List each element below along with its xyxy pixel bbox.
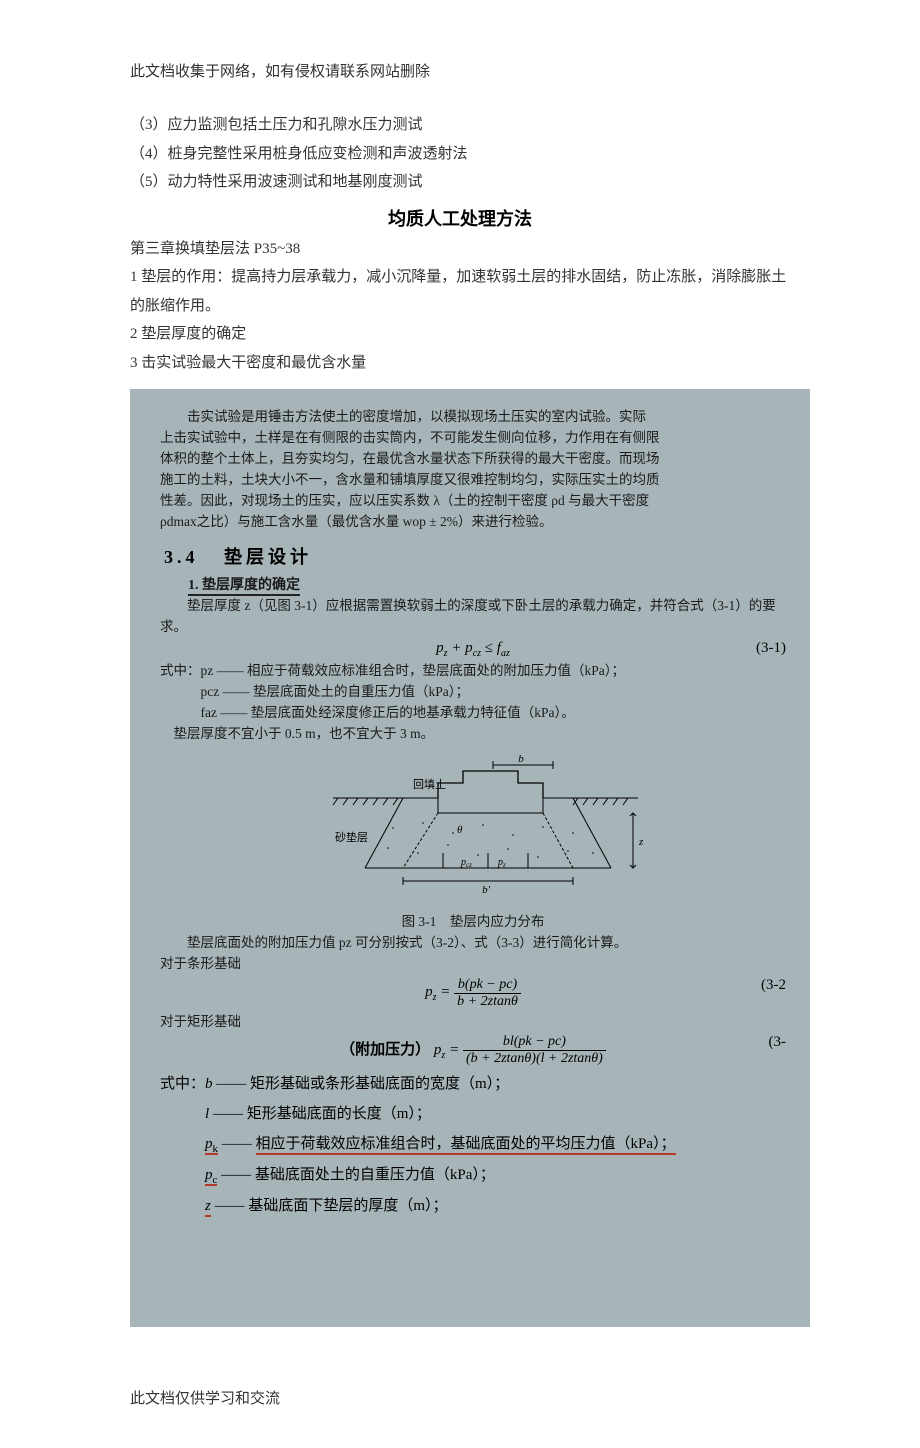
- eq3-number: (3-: [769, 1034, 787, 1051]
- svg-text:pz: pz: [497, 857, 506, 869]
- eq2-denominator: b + 2ztanθ: [454, 994, 521, 1010]
- scan-para1-l2: 上击实试验中，土样是在有侧限的击实筒内，不可能发生侧向位移，力作用在有侧限: [160, 428, 786, 449]
- scan-para1-l5: 性差。因此，对现场土的压实，应以压实系数 λ（土的控制干密度 ρd 与最大干密度: [160, 491, 786, 512]
- heading-text: 垫层设计: [224, 547, 312, 567]
- svg-text:b': b': [482, 884, 491, 896]
- where-1: 式中：pz —— 相应于荷载效应标准组合时，垫层底面处的附加压力值（kPa）；: [160, 661, 786, 682]
- sub1-text: 垫层厚度 z（见图 3-1）应根据需置换软弱土的深度或下卧土层的承载力确定，并符…: [160, 596, 786, 638]
- equation-3-3: （附加压力） pz = bl(pk − pc) (b + 2ztanθ)(l +…: [160, 1034, 786, 1067]
- scan-para2: 垫层底面处的附加压力值 pz 可分别按式（3-2）、式（3-3）进行简化计算。: [160, 933, 786, 954]
- scan-para1-l4: 施工的土料，土块大小不一，含水量和铺填厚度又很难控制均匀，实际压实土的均质: [160, 470, 786, 491]
- symbol-definitions: 式中：b —— 矩形基础或条形基础底面的宽度（m）； l —— 矩形基础底面的长…: [160, 1069, 786, 1221]
- figure-3-1: b: [160, 753, 786, 908]
- svg-text:z: z: [638, 836, 644, 848]
- scanned-textbook-region: 击实试验是用锤击方法使土的密度增加，以模拟现场土压实的室内试验。实际 上击实试验…: [130, 389, 810, 1327]
- fig-label-sand: 砂垫层: [335, 830, 368, 844]
- eq1-body: pz + pcz ≤ faz: [436, 640, 510, 656]
- strip-foundation-label: 对于条形基础: [160, 954, 786, 975]
- figure-caption: 图 3-1 垫层内应力分布: [160, 912, 786, 933]
- equation-3-1: pz + pcz ≤ faz (3-1): [160, 640, 786, 659]
- heading-3-4: 3.4 垫层设计: [164, 543, 786, 569]
- intro-line-5: （5）动力特性采用波速测试和地基刚度测试: [130, 168, 790, 197]
- section-title: 均质人工处理方法: [130, 205, 790, 231]
- point-1: 1 垫层的作用：提高持力层承载力，减小沉降量，加速软弱土层的排水固结，防止冻胀，…: [130, 263, 790, 320]
- header-note: 此文档收集于网络，如有侵权请联系网站删除: [130, 60, 790, 81]
- eq3-denominator: (b + 2ztanθ)(l + 2ztanθ): [463, 1051, 606, 1067]
- where-3: faz —— 垫层底面处经深度修正后的地基承载力特征值（kPa）。: [160, 703, 786, 724]
- eq2-fraction: b(pk − pc) b + 2ztanθ: [454, 977, 521, 1010]
- where-4: 垫层厚度不宜小于 0.5 m，也不宜大于 3 m。: [160, 724, 786, 745]
- equation-3-2: pz = b(pk − pc) b + 2ztanθ (3-2: [160, 977, 786, 1010]
- scan-para1-l1: 击实试验是用锤击方法使土的密度增加，以模拟现场土压实的室内试验。实际: [160, 407, 786, 428]
- subheading-1-text: 1. 垫层厚度的确定: [188, 578, 300, 596]
- eq3-fraction: bl(pk − pc) (b + 2ztanθ)(l + 2ztanθ): [463, 1034, 606, 1067]
- eq2-number: (3-2: [761, 977, 786, 994]
- fig-label-fill: 回填土: [413, 777, 446, 791]
- intro-line-3: （3）应力监测包括土压力和孔隙水压力测试: [130, 111, 790, 140]
- subheading-1: 1. 垫层厚度的确定: [160, 575, 786, 597]
- def-l: l —— 矩形基础底面的长度（m）；: [160, 1099, 786, 1129]
- eq3-numerator: bl(pk − pc): [463, 1034, 606, 1051]
- point-2: 2 垫层厚度的确定: [130, 320, 790, 349]
- document-page: 此文档收集于网络，如有侵权请联系网站删除 （3）应力监测包括土压力和孔隙水压力测…: [0, 0, 920, 1448]
- cushion-diagram-svg: b: [293, 753, 653, 903]
- scan-para1-l6: ρdmax之比）与施工含水量（最优含水量 wop ± 2%）来进行检验。: [160, 512, 786, 533]
- intro-line-4: （4）桩身完整性采用桩身低应变检测和声波透射法: [130, 140, 790, 169]
- def-pk: pk —— 相应于荷载效应标准组合时，基础底面处的平均压力值（kPa）；: [160, 1129, 786, 1160]
- handwritten-annotation: （附加压力）: [340, 1042, 430, 1058]
- def-z: z —— 基础底面下垫层的厚度（m）；: [160, 1191, 786, 1221]
- where-2: pcz —— 垫层底面处土的自重压力值（kPa）；: [160, 682, 786, 703]
- def-b: 式中：b —— 矩形基础或条形基础底面的宽度（m）；: [160, 1069, 786, 1099]
- footer-note: 此文档仅供学习和交流: [130, 1387, 790, 1408]
- svg-text:b: b: [518, 753, 524, 765]
- svg-text:pcz: pcz: [460, 857, 472, 869]
- eq2-numerator: b(pk − pc): [454, 977, 521, 994]
- rect-foundation-label: 对于矩形基础: [160, 1012, 786, 1033]
- def-pc: pc —— 基础底面处土的自重压力值（kPa）；: [160, 1160, 786, 1191]
- eq1-number: (3-1): [756, 640, 786, 657]
- heading-num: 3.4: [164, 547, 199, 567]
- point-3: 3 击实试验最大干密度和最优含水量: [130, 349, 790, 378]
- svg-text:θ: θ: [457, 824, 463, 836]
- scan-para1-l3: 体积的整个土体上，且夯实均匀，在最优含水量状态下所获得的最大干密度。而现场: [160, 449, 786, 470]
- chapter-ref: 第三章换填垫层法 P35~38: [130, 235, 790, 264]
